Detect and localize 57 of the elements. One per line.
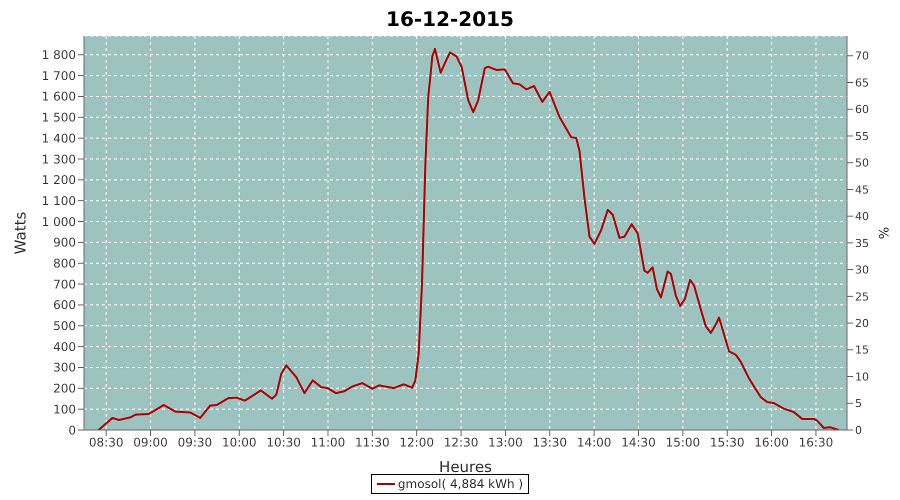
y2-tick-label: 40 [855, 210, 869, 224]
y-tick-label: 1 500 [42, 110, 76, 125]
x-tick-label: 14:30 [621, 436, 656, 450]
x-tick-label: 13:00 [488, 436, 523, 450]
x-tick-label: 10:30 [266, 436, 301, 450]
x-tick-label: 12:00 [399, 436, 434, 450]
y2-tick-label: 60 [855, 103, 869, 116]
line-series [98, 48, 840, 430]
x-tick-label: 11:30 [355, 436, 390, 450]
y-tick-label: 1 000 [42, 214, 76, 229]
x-tick-label: 13:30 [532, 436, 568, 450]
x-axis-title: Heures [439, 458, 492, 476]
x-tick-label: 09:00 [133, 436, 168, 450]
y-tick-label: 700 [53, 277, 76, 292]
y-tick-label: 0 [68, 423, 76, 438]
y2-tick-label: 20 [855, 316, 869, 330]
y2-tick-label: 30 [855, 264, 869, 277]
x-tick-label: 11:00 [310, 436, 346, 450]
y-tick-label: 1 600 [42, 90, 76, 104]
x-tick-label: 10:00 [222, 436, 257, 450]
y-tick-label: 600 [53, 298, 76, 312]
y2-tick-label: 70 [855, 50, 869, 63]
y2-tick-label: 35 [855, 236, 869, 250]
y-tick-label: 1 800 [42, 48, 76, 62]
y-tick-label: 400 [53, 340, 76, 354]
x-tick-label: 12:30 [444, 436, 478, 450]
y-tick-label: 200 [53, 382, 76, 396]
y-tick-label: 100 [53, 402, 76, 416]
y2-tick-label: 5 [855, 397, 862, 410]
y-tick-label: 1 300 [42, 152, 76, 166]
y2-tick-label: 25 [855, 290, 869, 304]
y2-tick-label: 10 [855, 370, 869, 384]
x-tick-label: 08:30 [88, 436, 124, 450]
x-tick-label: 15:30 [710, 436, 745, 450]
chart-title: 16-12-2015 [385, 7, 515, 33]
x-tick-label: 09:30 [178, 436, 212, 450]
y-tick-label: 1 400 [42, 131, 76, 146]
y-tick-label: 1 200 [42, 173, 76, 188]
x-tick-label: 14:00 [576, 436, 612, 450]
y-tick-label: 1 100 [42, 194, 76, 208]
y-tick-label: 1 700 [42, 68, 76, 83]
y-tick-label: 500 [53, 319, 76, 334]
y2-tick-label: 50 [855, 156, 869, 170]
y-tick-label: 900 [53, 236, 76, 250]
y-tick-label: 800 [53, 256, 76, 270]
y-tick-label: 300 [53, 360, 76, 375]
y2-tick-label: 55 [855, 130, 869, 143]
y2-tick-label: 15 [855, 344, 869, 357]
x-tick-label: 15:00 [666, 436, 700, 450]
y2-tick-label: 65 [855, 76, 869, 90]
y-axis-title: Watts [11, 212, 30, 254]
y2-tick-label: 45 [855, 183, 869, 196]
legend-label: gmosol( 4,884 kWh ) [396, 477, 524, 491]
y2-axis-title: % [878, 226, 893, 240]
y2-tick-label: 0 [855, 424, 862, 437]
x-tick-label: 16:30 [798, 436, 834, 450]
x-tick-label: 16:00 [754, 436, 789, 450]
